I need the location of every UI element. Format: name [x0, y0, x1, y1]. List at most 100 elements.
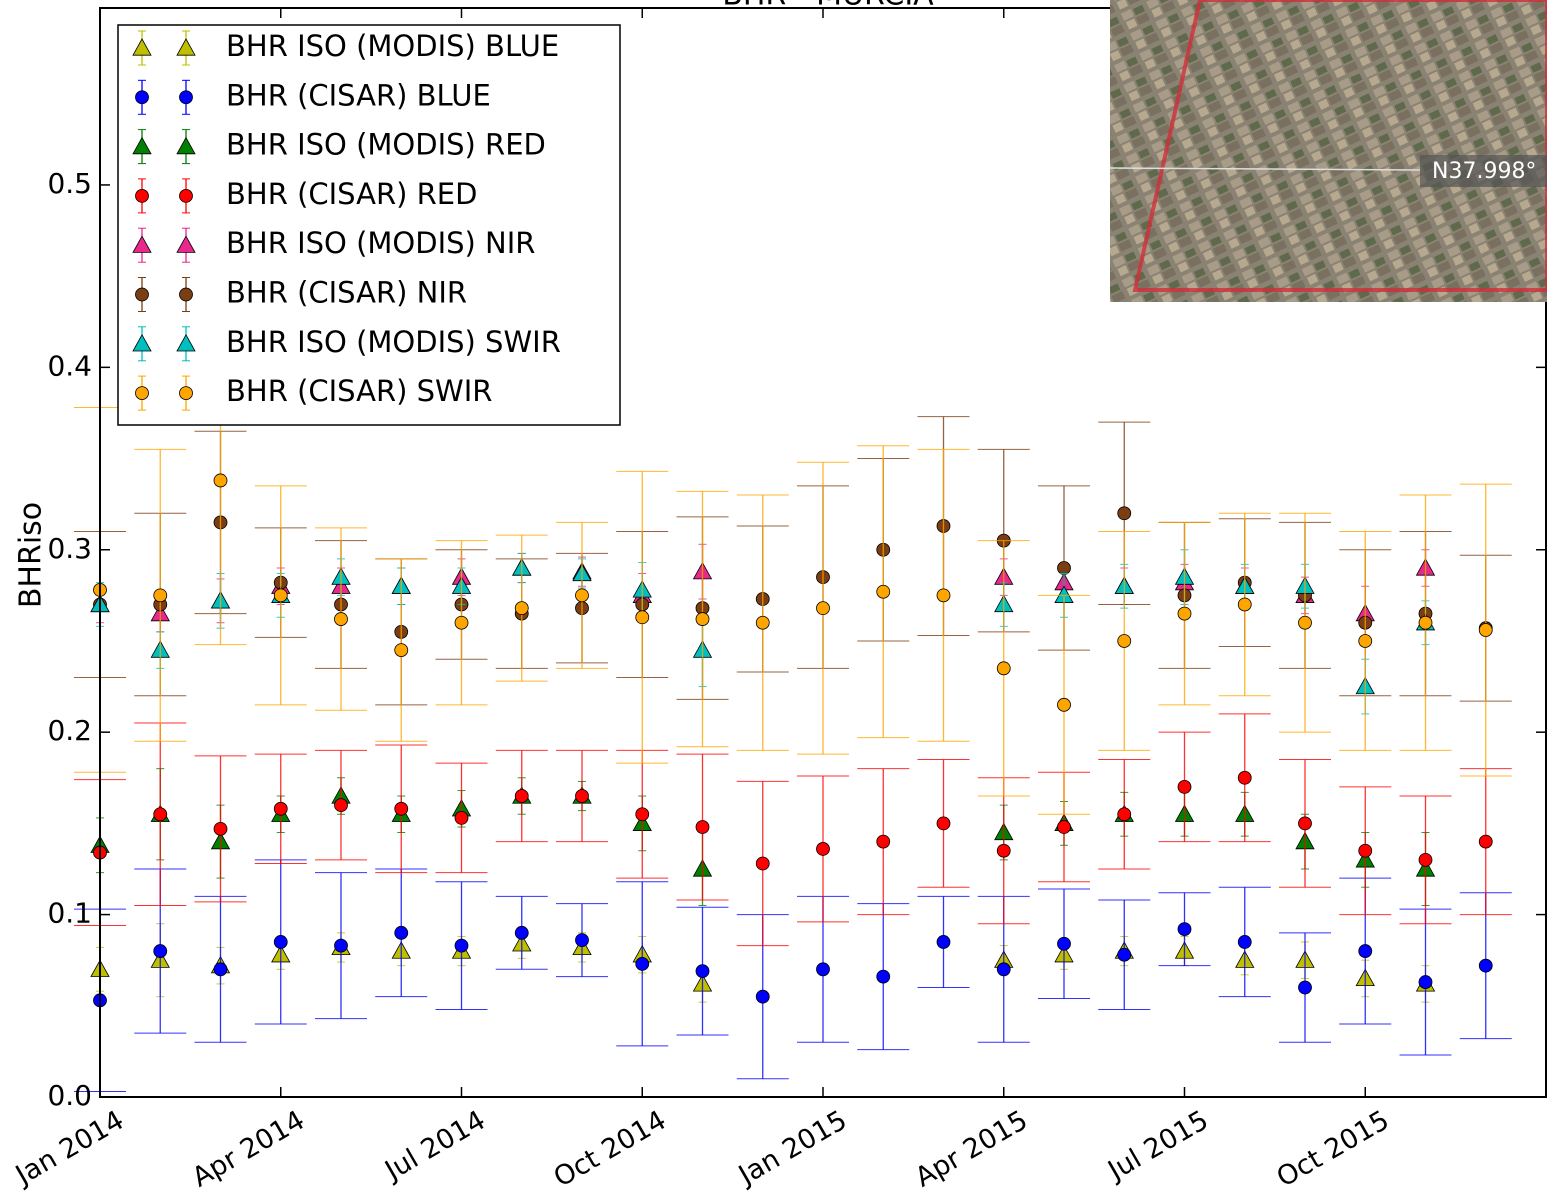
data-point: [454, 811, 469, 825]
legend-label: BHR ISO (MODIS) RED: [226, 128, 546, 162]
y-tick-label: 0.5: [47, 167, 92, 200]
data-point: [695, 612, 710, 626]
y-tick-label: 0.3: [47, 532, 92, 565]
data-point: [153, 807, 168, 822]
y-tick-label: 0.2: [47, 714, 92, 747]
plot-area: [74, 315, 1512, 1093]
data-point: [1117, 634, 1132, 648]
data-point: [1478, 834, 1493, 849]
data-point: [1177, 606, 1192, 621]
data-point: [1418, 615, 1433, 630]
data-point: [1057, 936, 1071, 951]
legend-marker: [135, 90, 149, 105]
legend-marker: [179, 287, 193, 302]
legend-marker: [135, 386, 149, 401]
legend-label: BHR (CISAR) RED: [226, 177, 477, 211]
legend-marker: [132, 235, 152, 253]
data-point: [213, 821, 228, 836]
data-point: [996, 962, 1011, 977]
data-point: [1358, 634, 1373, 648]
data-point: [273, 588, 288, 603]
data-point: [394, 925, 409, 940]
data-point: [334, 798, 348, 813]
data-point: [816, 842, 830, 856]
legend-marker: [179, 90, 193, 105]
data-point: [816, 601, 830, 616]
data-point: [936, 588, 951, 603]
data-point: [1358, 944, 1373, 958]
data-point: [936, 816, 951, 831]
legend-label: BHR (CISAR) BLUE: [226, 78, 491, 112]
legend-marker: [176, 235, 196, 253]
data-point: [514, 925, 529, 940]
data-point: [635, 807, 650, 822]
data-point: [334, 938, 348, 953]
data-point: [695, 820, 710, 834]
inset-label-bg: [1420, 155, 1547, 187]
data-point: [755, 615, 770, 630]
legend-label: BHR (CISAR) SWIR: [226, 374, 492, 408]
data-point: [1237, 770, 1252, 785]
data-point: [1177, 922, 1192, 937]
data-point: [635, 610, 650, 625]
legend-label: BHR ISO (MODIS) BLUE: [226, 29, 559, 63]
data-point: [575, 588, 589, 603]
data-point: [1478, 623, 1493, 637]
data-point: [454, 938, 469, 953]
data-point: [936, 935, 951, 949]
data-point: [334, 612, 348, 626]
y-tick-label: 0.4: [47, 349, 92, 382]
data-point: [996, 661, 1011, 676]
legend-marker: [176, 38, 196, 56]
inset-texture: [1110, 0, 1547, 302]
data-point: [755, 989, 770, 1004]
data-point: [1478, 958, 1493, 973]
inset-outline: [1132, 0, 1547, 292]
data-point: [1237, 597, 1252, 612]
data-point: [153, 588, 168, 603]
data-point: [876, 969, 891, 984]
data-point: [876, 584, 891, 599]
legend-marker: [135, 287, 149, 302]
data-point: [1418, 975, 1433, 989]
y-tick-label: 0.1: [47, 897, 92, 930]
inset-label: N37.998°: [1432, 159, 1536, 184]
legend-label: BHR ISO (MODIS) NIR: [226, 226, 535, 260]
data-point: [575, 789, 589, 803]
legend-label: BHR ISO (MODIS) SWIR: [226, 325, 561, 359]
legend-marker: [176, 136, 196, 155]
data-point: [514, 601, 529, 616]
data-point: [816, 962, 830, 977]
data-point: [1057, 561, 1071, 575]
data-point: [1057, 820, 1071, 834]
data-point: [153, 944, 168, 958]
data-point: [273, 801, 288, 816]
data-point: [755, 856, 770, 871]
y-tick-label: 0.0: [47, 1079, 92, 1112]
y-axis-label: BHRiso: [14, 502, 49, 608]
inset-grid: [1109, 167, 1421, 171]
data-point: [996, 843, 1011, 858]
data-point: [1057, 697, 1071, 712]
data-point: [1418, 852, 1433, 867]
data-point: [695, 964, 710, 979]
legend-marker: [132, 136, 152, 155]
data-point: [1117, 807, 1132, 822]
data-point: [1298, 816, 1312, 831]
data-point: [394, 801, 409, 816]
legend-box: [117, 24, 621, 426]
data-point: [514, 789, 529, 803]
data-point: [454, 615, 469, 630]
data-point: [876, 834, 891, 849]
data-point: [575, 933, 589, 948]
legend-marker: [179, 386, 193, 401]
chart-title: BHR - MURCIA: [722, 0, 934, 13]
inset-image: N37.998°: [1109, 0, 1547, 302]
data-point: [1358, 843, 1373, 858]
data-point: [1117, 947, 1132, 962]
data-point: [213, 473, 228, 488]
legend-marker: [132, 333, 152, 352]
data-point: [213, 962, 228, 977]
legend-marker: [135, 188, 149, 203]
